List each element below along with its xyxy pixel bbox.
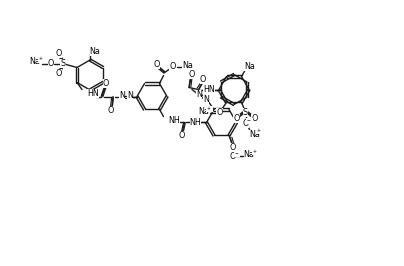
- Text: $^+$: $^+$: [38, 56, 44, 63]
- Text: NH: NH: [189, 118, 201, 127]
- Text: N: N: [196, 90, 202, 99]
- Text: O: O: [242, 119, 249, 128]
- Text: O: O: [154, 60, 160, 69]
- Text: $^+$: $^+$: [256, 128, 263, 135]
- Text: N: N: [127, 90, 133, 99]
- Text: O: O: [169, 62, 176, 71]
- Text: Na: Na: [29, 57, 40, 66]
- Text: O: O: [178, 131, 185, 140]
- Text: Na: Na: [249, 130, 260, 139]
- Text: $^+$: $^+$: [252, 149, 258, 156]
- Text: Na: Na: [244, 62, 255, 71]
- Text: O: O: [234, 114, 240, 123]
- Text: O: O: [103, 79, 109, 88]
- Text: N: N: [119, 90, 125, 99]
- Text: O: O: [216, 108, 223, 117]
- Text: O: O: [230, 143, 236, 152]
- Text: O: O: [200, 75, 206, 84]
- Text: O: O: [56, 69, 62, 78]
- Text: O: O: [230, 152, 236, 161]
- Text: O: O: [251, 114, 258, 123]
- Text: O: O: [108, 106, 114, 115]
- Text: Na: Na: [198, 107, 209, 116]
- Text: Na: Na: [90, 47, 101, 56]
- Text: S: S: [243, 108, 248, 117]
- Text: $^-$: $^-$: [246, 118, 252, 124]
- Text: O: O: [189, 70, 195, 79]
- Text: N: N: [203, 95, 209, 104]
- Text: O: O: [48, 59, 54, 68]
- Text: Na: Na: [244, 150, 255, 159]
- Text: NH: NH: [168, 116, 180, 125]
- Text: $^+$: $^+$: [206, 106, 213, 113]
- Text: HN: HN: [87, 89, 99, 98]
- Text: Na: Na: [182, 61, 193, 70]
- Text: S: S: [61, 59, 65, 68]
- Text: HN: HN: [203, 85, 215, 94]
- Text: O: O: [56, 49, 62, 58]
- Text: $^-$: $^-$: [234, 151, 240, 157]
